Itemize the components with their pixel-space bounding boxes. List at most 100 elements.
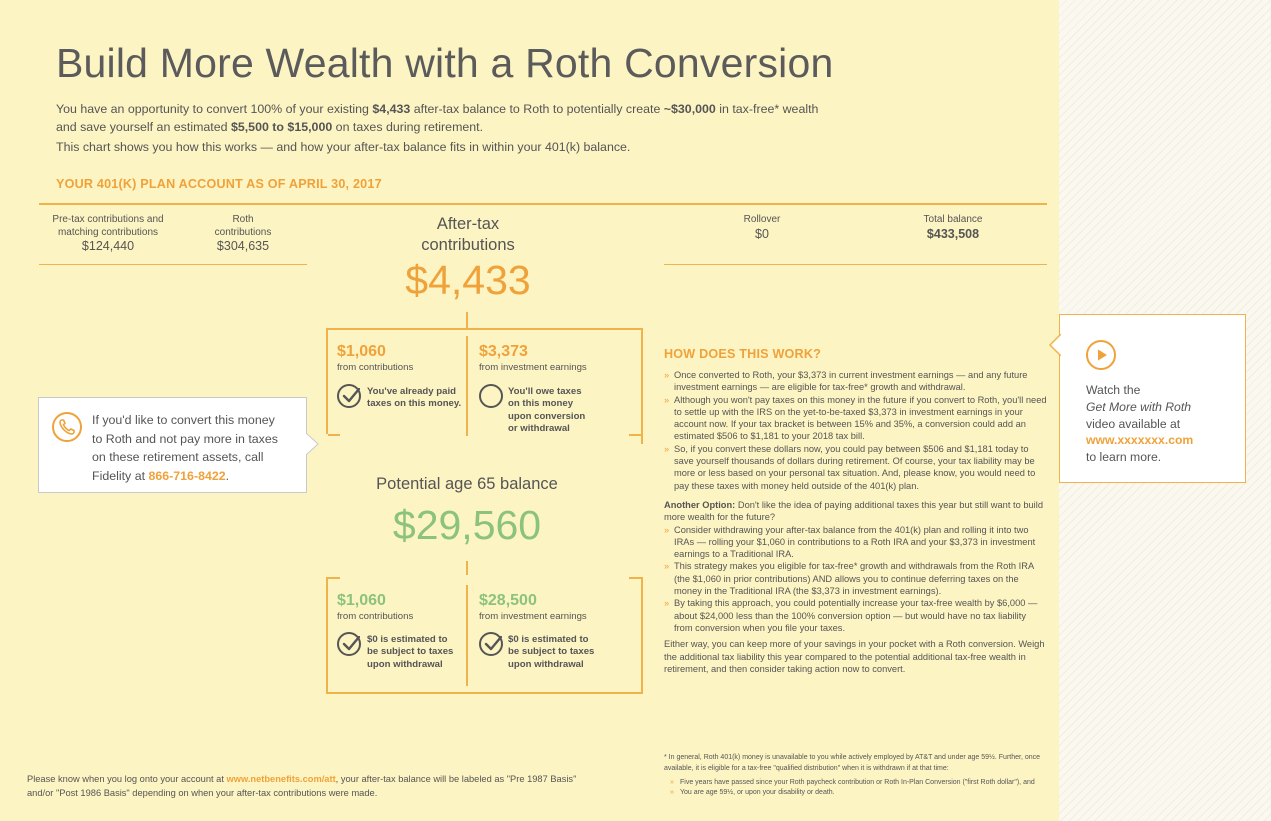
current-split-box [326, 328, 643, 444]
another-option: Another Option: Don't like the idea of p… [664, 499, 1047, 524]
call-prefix: Fidelity at [92, 468, 149, 483]
footer-line: and/or "Post 1986 Basis" depending on wh… [27, 787, 378, 798]
total-value: $433,508 [926, 227, 980, 241]
intro-text: and save yourself an estimated [56, 119, 231, 134]
how-bullet: Although you won't pay taxes on this mon… [664, 394, 1047, 443]
footnote-line: available, it is eligible for a tax-free… [664, 764, 949, 772]
footnote: * In general, Roth 401(k) money is unava… [664, 753, 1059, 799]
video-link[interactable]: www.xxxxxxx.com [1086, 433, 1194, 448]
video-line: to learn more. [1086, 450, 1162, 465]
future-contrib-amount: $1,060 [337, 592, 386, 609]
intro-amount: $4,433 [372, 102, 411, 116]
call-line: on these retirement assets, call [92, 450, 264, 464]
intro-text: in tax-free* wealth [715, 102, 819, 116]
current-contrib-amount: $1,060 [337, 343, 386, 360]
note-line: upon withdrawal [508, 658, 584, 670]
note-line: on this money [508, 398, 574, 410]
footer-note: Please know when you log onto your accou… [27, 773, 627, 800]
rollover-label: Rollover [743, 214, 781, 225]
account-heading: YOUR 401(K) PLAN ACCOUNT AS OF APRIL 30,… [56, 177, 382, 191]
note-line: $0 is estimated to [508, 634, 589, 645]
how-heading: HOW DOES THIS WORK? [664, 347, 822, 361]
footnote-bullet: You are age 59½, or upon your disability… [670, 788, 1059, 799]
how-bullet: By taking this approach, you could poten… [664, 597, 1047, 634]
callout-pointer [306, 433, 319, 455]
intro-text: after-tax balance to Roth to potentially… [410, 102, 664, 116]
option-text: Don't like the idea of paying additional… [664, 499, 1043, 523]
note-line: be subject to taxes [508, 646, 595, 658]
how-bullet: Once converted to Roth, your $3,373 in c… [664, 369, 1047, 394]
pretax-label: Pre-tax contributions and matching contr… [40, 213, 176, 239]
note-line: You've already paid [367, 386, 457, 397]
box-corner [326, 434, 340, 436]
callout-pointer [1049, 334, 1061, 356]
label-line: contributions [214, 227, 272, 238]
age65-value: $29,560 [392, 502, 542, 548]
rollover-value: $0 [755, 227, 769, 241]
intro-paragraph: You have an opportunity to convert 100% … [56, 101, 856, 136]
total-label: Total balance [923, 214, 983, 225]
phone-icon [52, 412, 82, 442]
video-title: Get More with Roth [1086, 399, 1191, 414]
call-fidelity-box [38, 397, 307, 493]
page-title: Build More Wealth with a Roth Conversion [56, 40, 834, 86]
box-divider [466, 336, 468, 436]
video-line: Watch the [1086, 383, 1141, 397]
footnote-line: * In general, Roth 401(k) money is unava… [664, 754, 1041, 761]
current-contrib-from: from contributions [337, 362, 414, 373]
note-line: be subject to taxes [367, 646, 454, 658]
label-line: Pre-tax contributions and [52, 214, 164, 225]
future-contrib-from: from contributions [337, 611, 414, 622]
box-corner-mask [326, 434, 328, 444]
current-earnings-note: You'll owe taxes on this money upon conv… [508, 386, 585, 436]
how-bullet: This strategy makes you eligible for tax… [664, 560, 1047, 597]
phone-number[interactable]: 866-716-8422 [148, 468, 226, 483]
how-closing: Either way, you can keep more of your sa… [664, 639, 1045, 674]
left-balance-rule [39, 264, 307, 265]
netbenefits-link[interactable]: www.netbenefits.com/att [226, 774, 336, 784]
box-corner [629, 434, 643, 436]
aftertax-label: After-tax contributions [370, 214, 566, 256]
video-line: video available at [1086, 416, 1181, 431]
age65-label: Potential age 65 balance [376, 475, 558, 493]
how-body: Once converted to Roth, your $3,373 in c… [664, 369, 1047, 675]
video-text: Watch the Get More with Roth video avail… [1086, 382, 1236, 466]
box-top-gap [340, 575, 629, 579]
future-earnings-note: $0 is estimated to be subject to taxes u… [508, 634, 594, 671]
future-earnings-from: from investment earnings [479, 611, 587, 622]
footer-text: Please know when you log onto your accou… [27, 774, 227, 784]
option-label: Another Option: [664, 499, 736, 510]
intro-text: on taxes during retirement. [332, 119, 484, 134]
play-icon[interactable] [1086, 340, 1116, 370]
call-line: to Roth and not pay more in taxes [92, 431, 278, 446]
check-icon [479, 632, 503, 656]
connector-line [466, 561, 468, 577]
how-bullet: So, if you convert these dollars now, yo… [664, 443, 1047, 492]
call-line: If you'd like to convert this money [92, 413, 275, 427]
current-earnings-amount: $3,373 [479, 343, 528, 360]
current-earnings-from: from investment earnings [479, 362, 587, 373]
aftertax-value: $4,433 [405, 257, 531, 303]
pretax-value: $124,440 [81, 239, 135, 253]
connector-line [466, 312, 468, 328]
how-bullet: Consider withdrawing your after-tax bala… [664, 524, 1047, 561]
intro-amount: $5,500 to $15,000 [230, 119, 333, 134]
check-icon [337, 384, 361, 408]
roth-value: $304,635 [216, 239, 270, 253]
note-line: upon conversion [508, 410, 586, 422]
heading-rule [39, 203, 1047, 205]
label-line: Roth [232, 214, 254, 225]
right-balance-rule [664, 264, 1047, 265]
footnote-bullet: Five years have passed since your Roth p… [670, 778, 1059, 789]
call-suffix: . [225, 468, 230, 483]
check-icon [337, 632, 361, 656]
note-line: taxes on this money. [367, 398, 462, 410]
footer-line: Please know when you log onto your accou… [27, 773, 627, 787]
current-contrib-note: You've already paid taxes on this money. [367, 386, 461, 411]
note-line: You'll owe taxes [508, 386, 582, 397]
note-line: or withdrawal [508, 423, 570, 435]
empty-circle-icon [479, 384, 503, 408]
label-line: After-tax [436, 215, 500, 233]
future-contrib-note: $0 is estimated to be subject to taxes u… [367, 634, 453, 671]
note-line: $0 is estimated to [367, 634, 448, 645]
